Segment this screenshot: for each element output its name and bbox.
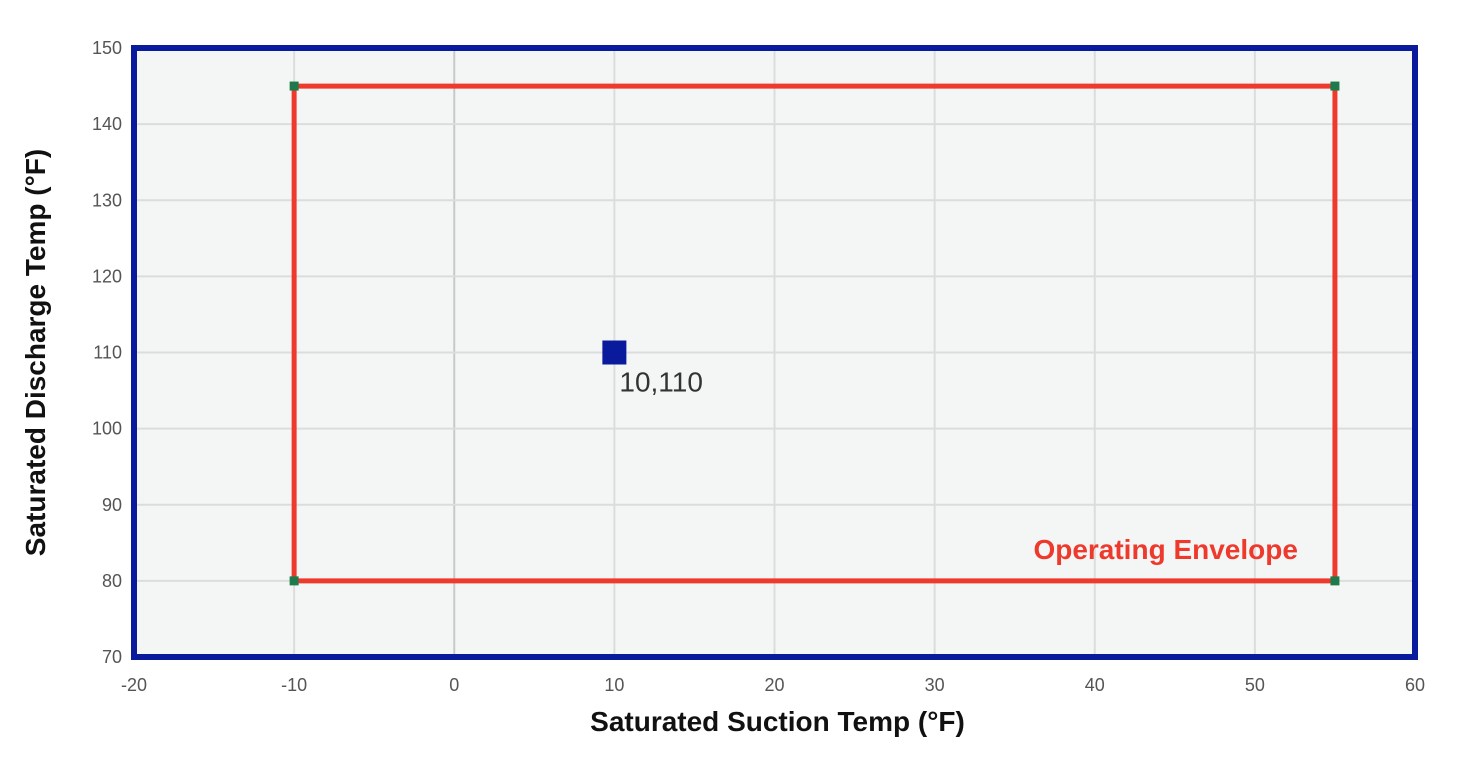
y-tick-label: 140	[92, 114, 122, 134]
y-tick-label: 150	[92, 38, 122, 58]
y-tick-label: 80	[102, 571, 122, 591]
x-tick-label: 30	[925, 675, 945, 695]
y-tick-label: 130	[92, 190, 122, 210]
x-tick-label: -10	[281, 675, 307, 695]
envelope-vertex	[1330, 81, 1340, 91]
x-tick-label: 20	[764, 675, 784, 695]
y-tick-label: 100	[92, 419, 122, 439]
x-tick-label: -20	[121, 675, 147, 695]
operating-point-marker	[602, 340, 627, 365]
x-tick-label: 0	[449, 675, 459, 695]
y-tick-label: 70	[102, 647, 122, 667]
envelope-vertex	[289, 576, 299, 586]
x-tick-label: 60	[1405, 675, 1425, 695]
y-tick-label: 110	[93, 343, 122, 363]
y-axis-title: Saturated Discharge Temp (°F)	[20, 149, 51, 556]
operating-envelope: Operating Envelope	[289, 81, 1340, 586]
x-tick-label: 40	[1085, 675, 1105, 695]
envelope-label: Operating Envelope	[1033, 534, 1298, 565]
y-tick-label: 90	[102, 495, 122, 515]
x-axis-title: Saturated Suction Temp (°F)	[590, 706, 965, 737]
envelope-vertex	[1330, 576, 1340, 586]
plot-border	[131, 45, 1418, 660]
operating-point-layer: 10,110	[602, 340, 703, 398]
y-tick-label: 120	[92, 266, 122, 286]
x-tick-label: 50	[1245, 675, 1265, 695]
x-tick-label: 10	[604, 675, 624, 695]
operating-point-label: 10,110	[619, 367, 703, 398]
envelope-vertex	[289, 81, 299, 91]
y-axis-ticks: 70 80 90 100 110 120 130 140 150	[92, 38, 122, 667]
x-axis-ticks: -20 -10 0 10 20 30 40 50 60	[121, 675, 1425, 695]
